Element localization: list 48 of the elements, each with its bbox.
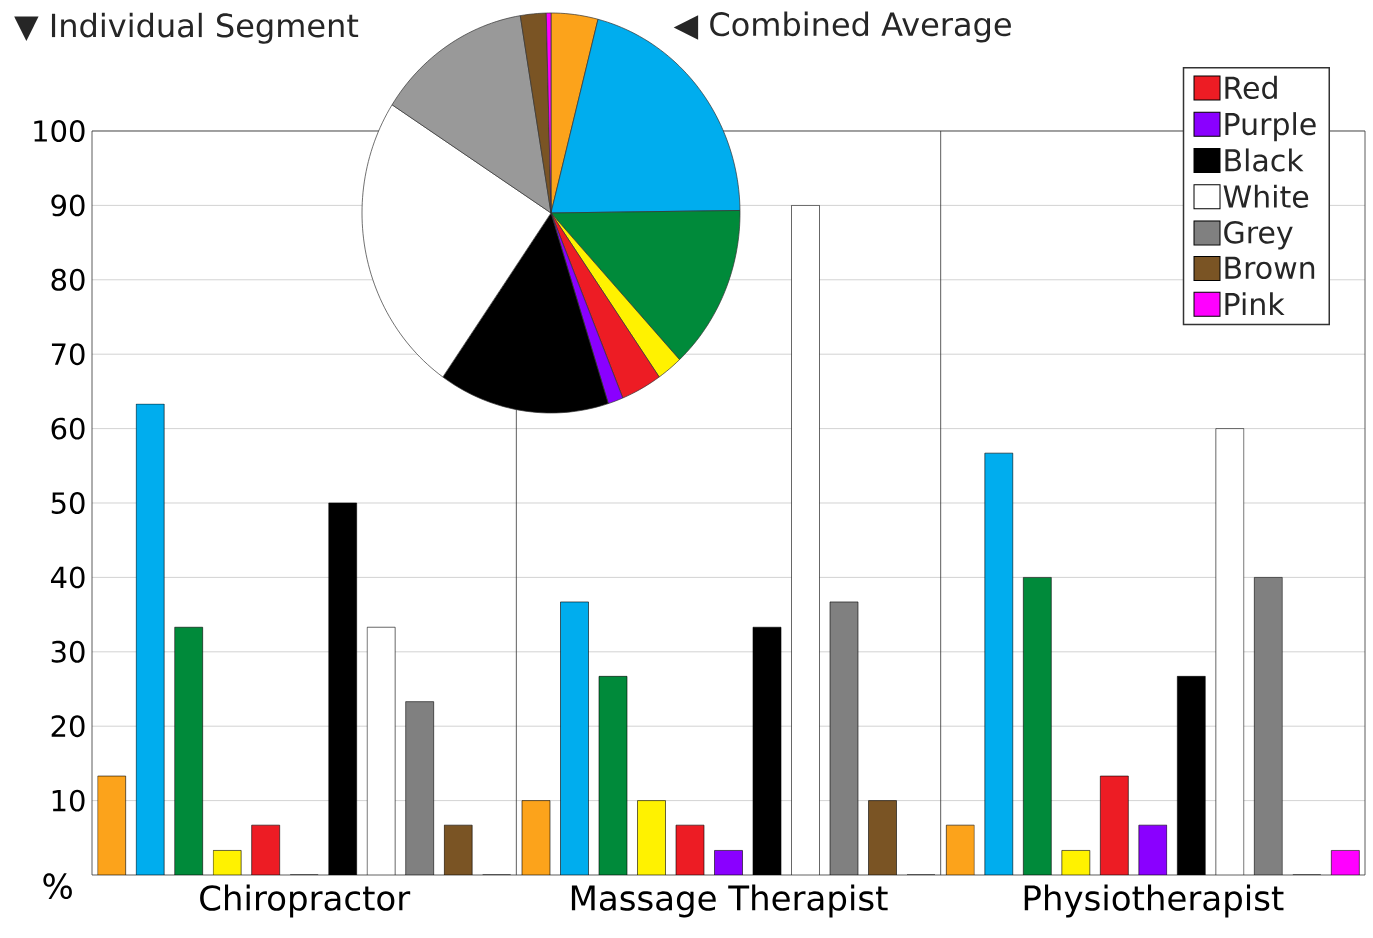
bar <box>946 824 975 875</box>
y-tick-label: 50 <box>51 492 85 514</box>
legend-label: Grey <box>1224 221 1293 250</box>
x-tick-label: Chiropractor <box>200 884 411 918</box>
bar <box>1215 428 1245 875</box>
bar <box>984 452 1014 875</box>
bar <box>97 775 126 875</box>
y-tick-label: 20 <box>51 715 85 738</box>
chart-title: ▼ Individual Segment <box>14 12 359 44</box>
bar <box>135 403 165 875</box>
bar <box>174 626 203 875</box>
bar <box>868 800 897 875</box>
bar <box>1331 850 1360 875</box>
bar <box>560 601 589 875</box>
bar <box>829 601 859 875</box>
y-tick-label: 90 <box>51 194 85 217</box>
legend-label: Pink <box>1225 292 1285 315</box>
bar <box>521 800 551 875</box>
legend-label: White <box>1223 184 1309 208</box>
bar <box>443 824 473 875</box>
bar <box>637 800 666 875</box>
y-tick-label: 100 <box>34 120 85 142</box>
legend-label: Purple <box>1225 112 1316 142</box>
x-tick-label: Physiotherapist <box>1024 884 1284 918</box>
legend-label: Red <box>1225 75 1277 100</box>
bar <box>791 205 820 875</box>
bar <box>1138 824 1168 875</box>
bar <box>1061 850 1091 875</box>
bar <box>405 701 434 875</box>
y-axis-title: % <box>43 873 72 900</box>
bar <box>251 824 280 875</box>
y-tick-label: 80 <box>51 268 85 291</box>
legend-label: Black <box>1225 148 1304 172</box>
bar <box>1254 577 1283 875</box>
y-tick-label: 70 <box>51 343 85 366</box>
text: ◀ Combined Average <box>673 11 1011 43</box>
x-tick-label: Massage Therapist <box>571 884 888 918</box>
bar <box>1023 577 1052 875</box>
bar <box>1100 775 1129 875</box>
y-tick-label: 40 <box>50 566 85 589</box>
y-tick-label: 30 <box>51 640 85 663</box>
legend-label: Brown <box>1225 256 1315 280</box>
bar <box>366 626 396 875</box>
y-tick-label: 60 <box>51 417 85 440</box>
bar <box>212 850 242 875</box>
bar <box>714 850 743 875</box>
y-tick-label: 10 <box>52 789 85 812</box>
bar <box>598 676 628 875</box>
